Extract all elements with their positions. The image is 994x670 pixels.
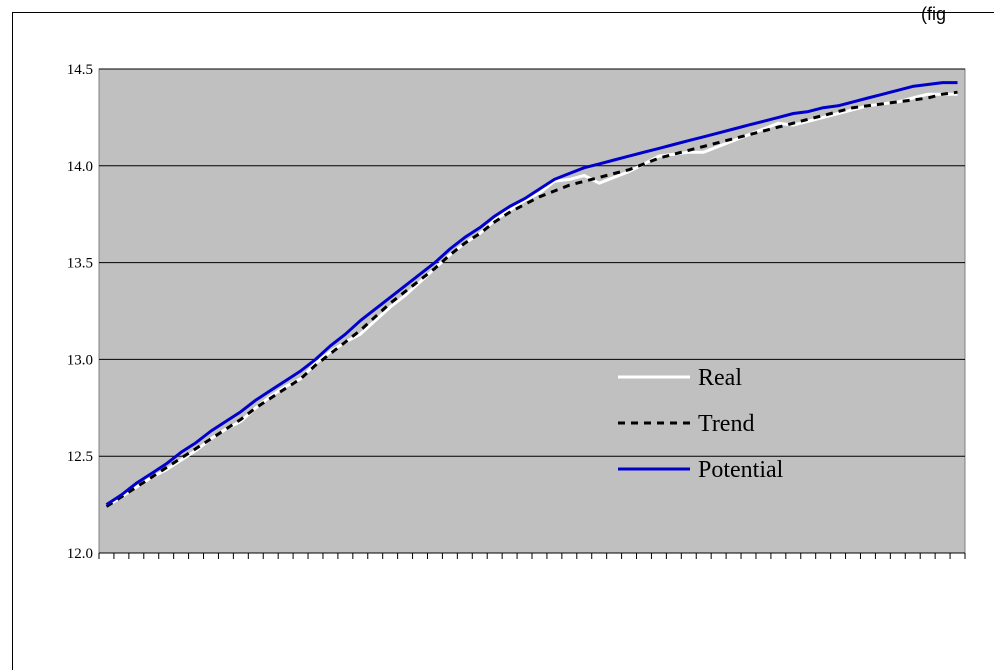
- legend-label-trend: Trend: [698, 411, 754, 437]
- y-tick-label: 14.0: [67, 159, 93, 175]
- series-line-trend: [105, 90, 958, 508]
- y-tick-label: 13.0: [67, 352, 93, 368]
- corner-caption: (fig: [921, 4, 947, 24]
- series-line-potential: [105, 81, 958, 506]
- y-tick-label: 14.5: [67, 62, 93, 78]
- y-tick-label: 13.5: [67, 256, 93, 272]
- y-tick-label: 12.5: [67, 449, 93, 465]
- series-line-real: [105, 92, 958, 508]
- legend-label-real: Real: [698, 365, 742, 391]
- plot-area: [98, 68, 966, 554]
- y-tick-label: 12.0: [67, 546, 93, 562]
- legend-label-potential: Potential: [698, 457, 784, 483]
